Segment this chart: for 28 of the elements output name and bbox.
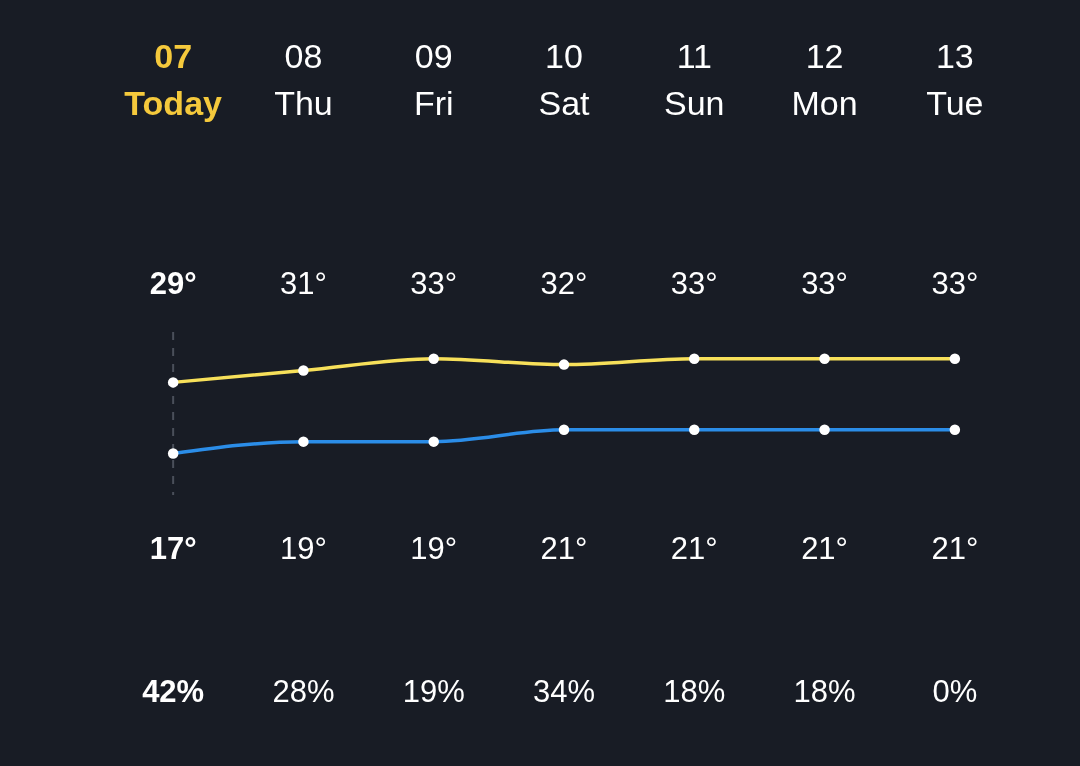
data-label: 19° <box>279 531 327 566</box>
x-tick-label: 09 Fri <box>413 37 454 122</box>
x-tick-label: 10 Sat <box>538 37 591 122</box>
data-label: 33° <box>931 266 979 301</box>
data-label: 21° <box>540 531 588 566</box>
text: 18% <box>663 674 726 709</box>
data-label: 33° <box>801 266 849 301</box>
data-label: 31° <box>279 266 327 301</box>
data-label: 33° <box>670 266 718 301</box>
data-label: 21° <box>931 531 979 566</box>
text: 42% <box>142 674 205 709</box>
data-label: 19° <box>410 531 458 566</box>
x-tick-label: 12 Mon <box>791 37 858 122</box>
data-label: 21° <box>801 531 849 566</box>
text: 28% <box>272 674 335 709</box>
data-label: 33° <box>410 266 458 301</box>
x-tick-label: 13 Tue <box>926 37 984 122</box>
x-tick-label: 11 Sun <box>664 37 725 122</box>
x-tick-label: 08 Thu <box>274 37 333 122</box>
x-tick-label: 07 Today <box>124 37 223 122</box>
text: 19% <box>402 674 465 709</box>
text: 34% <box>532 674 596 709</box>
data-label: 21° <box>670 531 718 566</box>
data-label: 32° <box>540 266 588 301</box>
data-label: 17° <box>149 531 197 566</box>
text: 0% <box>932 674 978 709</box>
text: 18% <box>793 674 856 709</box>
data-label: 29° <box>149 266 197 301</box>
